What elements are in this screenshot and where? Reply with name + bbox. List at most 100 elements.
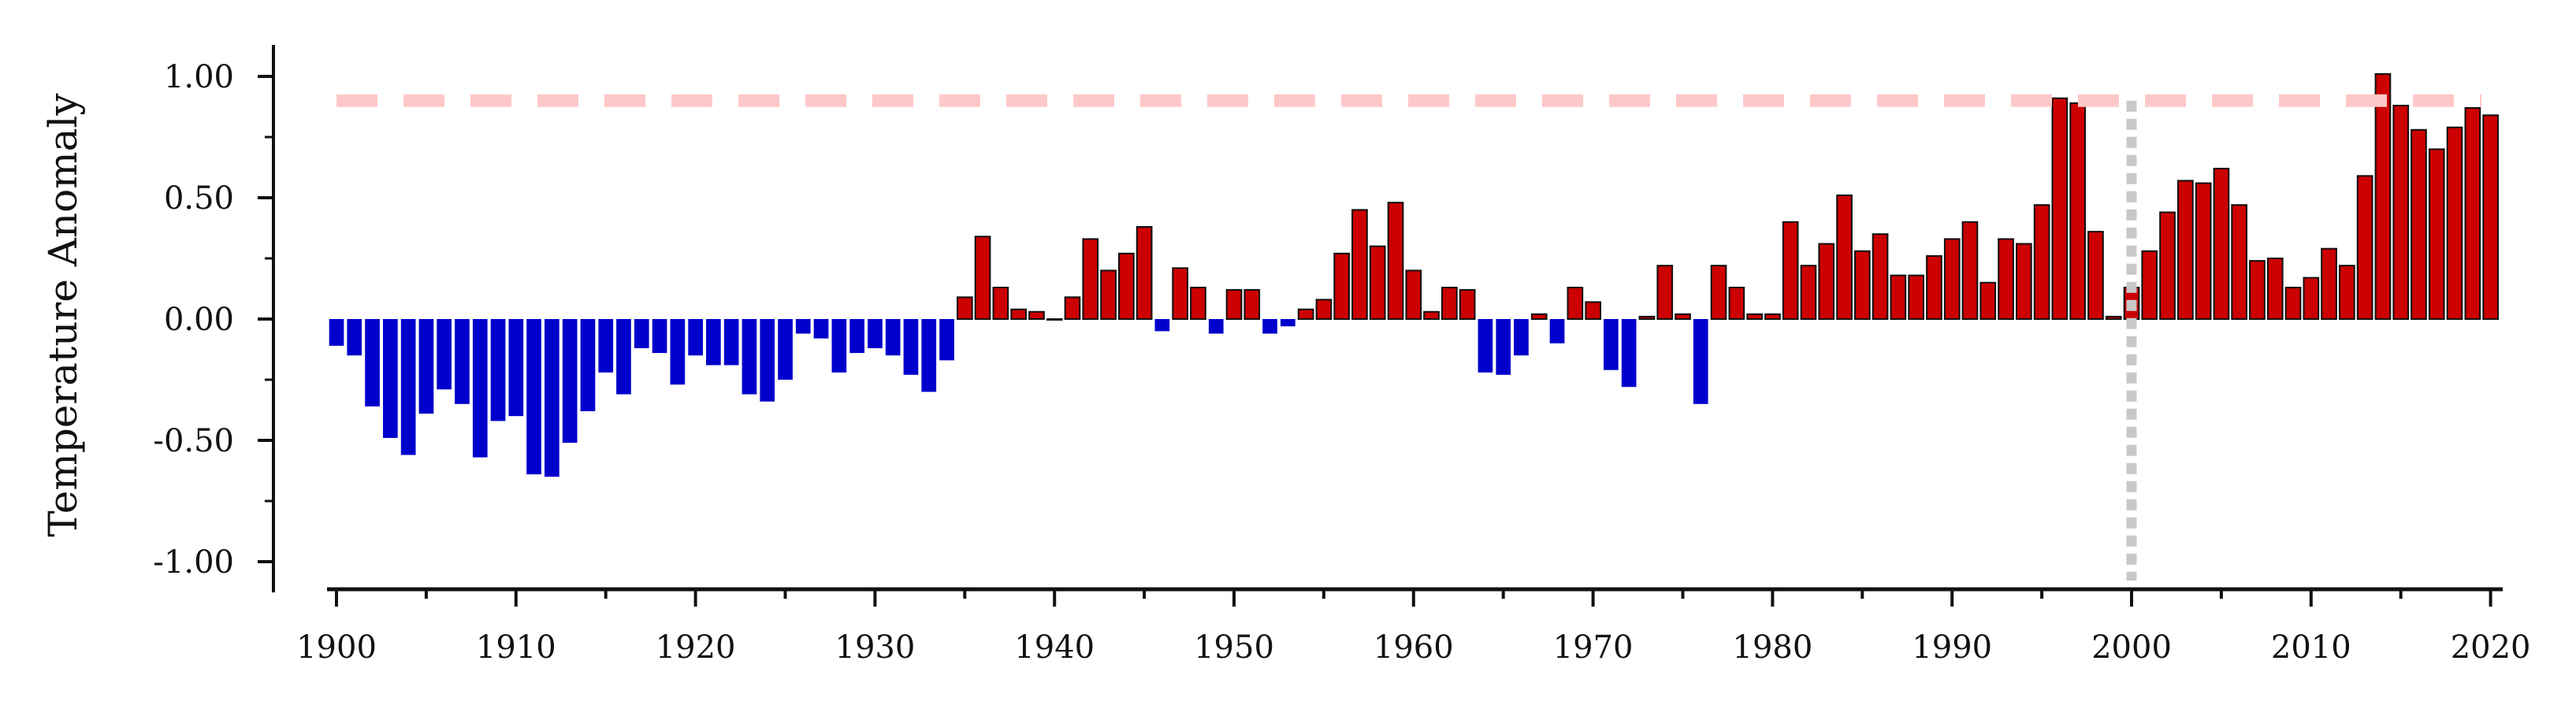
bar-1925 — [778, 319, 793, 380]
bar-2002 — [2159, 211, 2176, 320]
bar-1914 — [580, 319, 596, 411]
bar-1944 — [1118, 252, 1135, 320]
bar-2018 — [2446, 126, 2463, 320]
bar-1939 — [1028, 310, 1045, 320]
bar-1961 — [1423, 310, 1440, 320]
bar-1920 — [688, 319, 703, 356]
bar-1988 — [1908, 274, 1925, 321]
bar-1999 — [2105, 315, 2122, 320]
bar-1964 — [1478, 319, 1493, 373]
bar-1984 — [1836, 194, 1853, 320]
bar-1962 — [1441, 287, 1458, 320]
x-tick-label: 1900 — [296, 629, 377, 666]
bar-1915 — [598, 319, 614, 373]
bar-1932 — [903, 319, 919, 375]
bar-2001 — [2141, 250, 2158, 320]
reference-lines-group — [336, 94, 2482, 581]
bar-1985 — [1854, 250, 1871, 320]
bar-1971 — [1604, 319, 1619, 370]
x-tick-label: 2020 — [2451, 629, 2531, 666]
bar-1945 — [1136, 226, 1153, 320]
bar-1931 — [885, 319, 901, 356]
bar-1989 — [1926, 254, 1942, 320]
bar-2005 — [2213, 168, 2230, 320]
y-tick-label: 1.00 — [164, 59, 234, 95]
bar-1994 — [2016, 243, 2032, 320]
bar-1905 — [418, 319, 434, 414]
y-tick-label: -0.50 — [153, 423, 234, 459]
bar-1901 — [347, 319, 362, 356]
bar-1959 — [1387, 202, 1404, 321]
bar-1912 — [545, 319, 559, 477]
bar-1951 — [1243, 289, 1261, 320]
bar-1976 — [1693, 319, 1708, 404]
x-tick-label: 1940 — [1014, 629, 1095, 666]
bar-1929 — [849, 319, 864, 354]
bar-1909 — [490, 319, 506, 421]
bar-1903 — [383, 319, 398, 438]
bar-1950 — [1225, 289, 1243, 320]
bar-1995 — [2033, 204, 2050, 321]
bar-1948 — [1190, 287, 1206, 320]
bar-1966 — [1514, 319, 1529, 356]
bar-1949 — [1208, 319, 1224, 334]
bar-1955 — [1315, 299, 1333, 320]
bar-1908 — [472, 319, 488, 458]
bar-2016 — [2411, 128, 2427, 320]
bar-1952 — [1262, 319, 1277, 334]
x-tick-label: 1910 — [476, 629, 556, 666]
bar-1968 — [1549, 319, 1565, 343]
bar-1977 — [1710, 265, 1727, 321]
bar-1958 — [1369, 245, 1386, 321]
bar-1904 — [400, 319, 416, 455]
bar-1918 — [652, 319, 667, 354]
bar-1969 — [1567, 287, 1584, 320]
bar-1924 — [760, 319, 775, 402]
bar-1996 — [2051, 97, 2069, 320]
bar-1916 — [616, 319, 631, 395]
bar-1956 — [1333, 252, 1351, 320]
bar-1933 — [921, 319, 937, 392]
bar-1913 — [562, 319, 578, 444]
x-tick-label: 1960 — [1373, 629, 1454, 666]
bar-2006 — [2231, 204, 2248, 321]
bar-2008 — [2266, 258, 2284, 320]
bar-1921 — [706, 319, 721, 366]
bar-1943 — [1100, 269, 1117, 320]
x-tick-label: 1930 — [835, 629, 916, 666]
bar-1991 — [1961, 221, 1979, 320]
bar-1938 — [1010, 308, 1028, 321]
x-tick-label: 2010 — [2271, 629, 2351, 666]
bar-2013 — [2356, 175, 2373, 320]
bar-1907 — [455, 319, 470, 404]
bars-group — [329, 72, 2500, 477]
bar-1930 — [868, 319, 883, 348]
bar-1946 — [1154, 319, 1170, 332]
bar-2004 — [2195, 182, 2212, 320]
bar-1992 — [1979, 281, 1997, 320]
bar-1926 — [795, 319, 811, 334]
bar-2007 — [2249, 260, 2266, 321]
bar-2019 — [2464, 107, 2481, 320]
bar-1997 — [2069, 102, 2087, 320]
y-tick-label: -1.00 — [153, 544, 234, 581]
bar-1942 — [1082, 238, 1099, 320]
y-axis-title: Temperature Anomaly — [40, 93, 86, 537]
bar-2017 — [2428, 148, 2445, 320]
bar-1911 — [526, 319, 541, 475]
bar-1923 — [742, 319, 757, 395]
bar-1953 — [1281, 319, 1295, 327]
bar-1986 — [1872, 233, 1889, 321]
bar-1963 — [1459, 289, 1476, 320]
x-tick-label: 1950 — [1194, 629, 1274, 666]
bar-1993 — [1998, 238, 2014, 320]
bar-1998 — [2087, 231, 2104, 321]
bar-1972 — [1621, 319, 1637, 388]
bar-1919 — [670, 319, 686, 385]
bar-1937 — [992, 287, 1009, 320]
bar-1981 — [1782, 221, 1799, 320]
bar-1983 — [1818, 243, 1835, 320]
bar-2011 — [2321, 247, 2337, 321]
x-tick-label: 1920 — [656, 629, 736, 666]
